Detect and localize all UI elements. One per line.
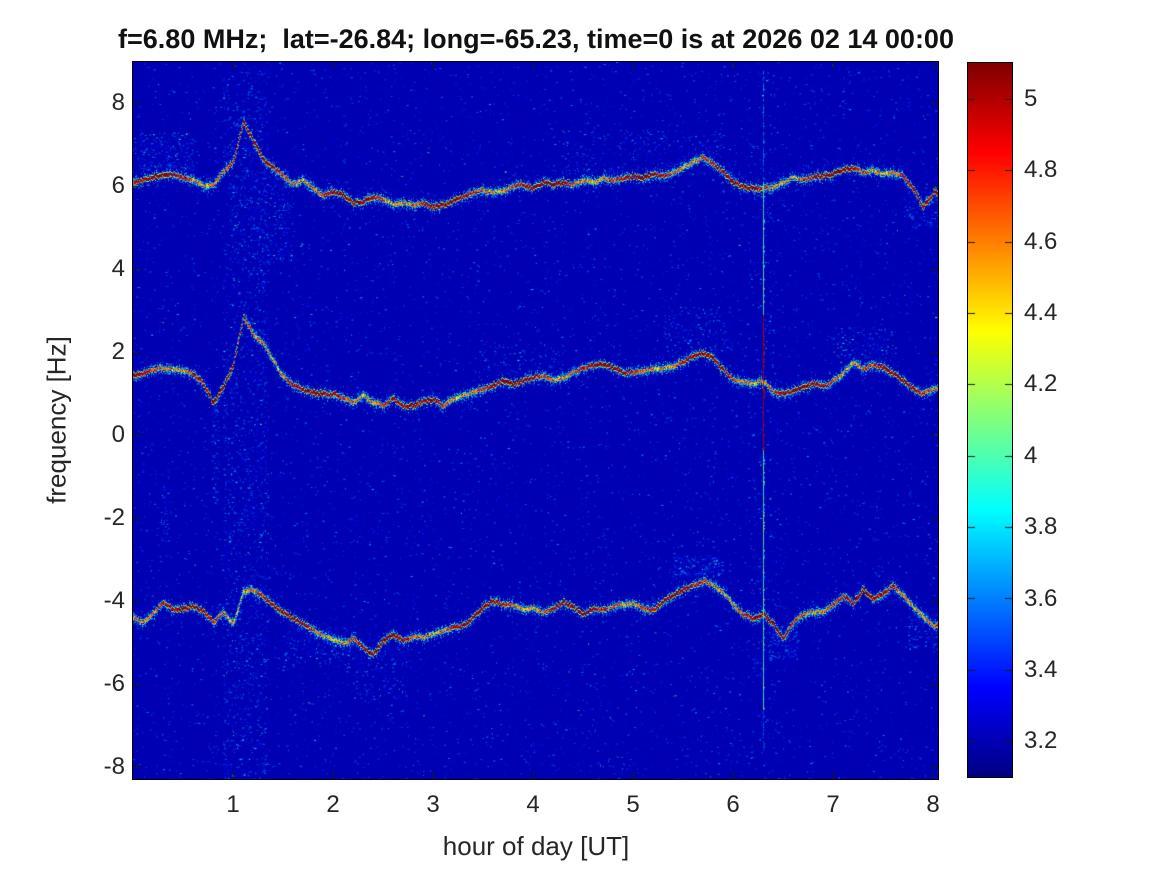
colorbar-tick-label: 4.4 <box>1024 298 1058 326</box>
colorbar-tick-label: 5 <box>1024 84 1038 112</box>
chart-title: f=6.80 MHz; lat=-26.84; long=-65.23, tim… <box>118 24 954 54</box>
y-tick-label: -4 <box>103 586 125 614</box>
y-tick-label: -2 <box>103 503 125 531</box>
spectrogram-canvas <box>132 61 939 780</box>
y-tick-label: 8 <box>111 89 125 117</box>
x-axis-label: hour of day [UT] <box>442 831 630 861</box>
x-tick-label: 1 <box>226 791 240 818</box>
colorbar-canvas <box>967 62 1013 778</box>
x-tick-label: 5 <box>626 791 640 818</box>
x-tick-label: 3 <box>426 791 440 818</box>
colorbar-tick-label: 4.6 <box>1024 227 1058 255</box>
colorbar-tick-label: 4.2 <box>1024 370 1058 398</box>
y-tick-label: 6 <box>111 172 125 200</box>
colorbar <box>967 62 1013 778</box>
colorbar-tick-label: 4 <box>1024 441 1038 469</box>
colorbar-tick-label: 3.6 <box>1024 584 1058 612</box>
x-tick-label: 7 <box>826 791 840 818</box>
y-tick-label: 2 <box>111 338 125 366</box>
plot-area <box>132 61 939 780</box>
y-tick-label: 0 <box>111 421 125 448</box>
x-tick-label: 6 <box>726 791 740 818</box>
y-axis-label: frequency [Hz] <box>41 336 72 504</box>
x-tick-label: 2 <box>326 791 340 818</box>
y-tick-label: 4 <box>111 255 125 283</box>
y-tick-label: -6 <box>103 669 125 697</box>
colorbar-tick-label: 3.2 <box>1024 727 1058 755</box>
x-tick-label: 8 <box>926 791 940 818</box>
colorbar-tick-label: 3.4 <box>1024 655 1058 683</box>
y-tick-label: -8 <box>103 752 125 780</box>
x-tick-label: 4 <box>526 791 540 818</box>
colorbar-tick-label: 4.8 <box>1024 156 1058 184</box>
colorbar-tick-label: 3.8 <box>1024 513 1058 541</box>
